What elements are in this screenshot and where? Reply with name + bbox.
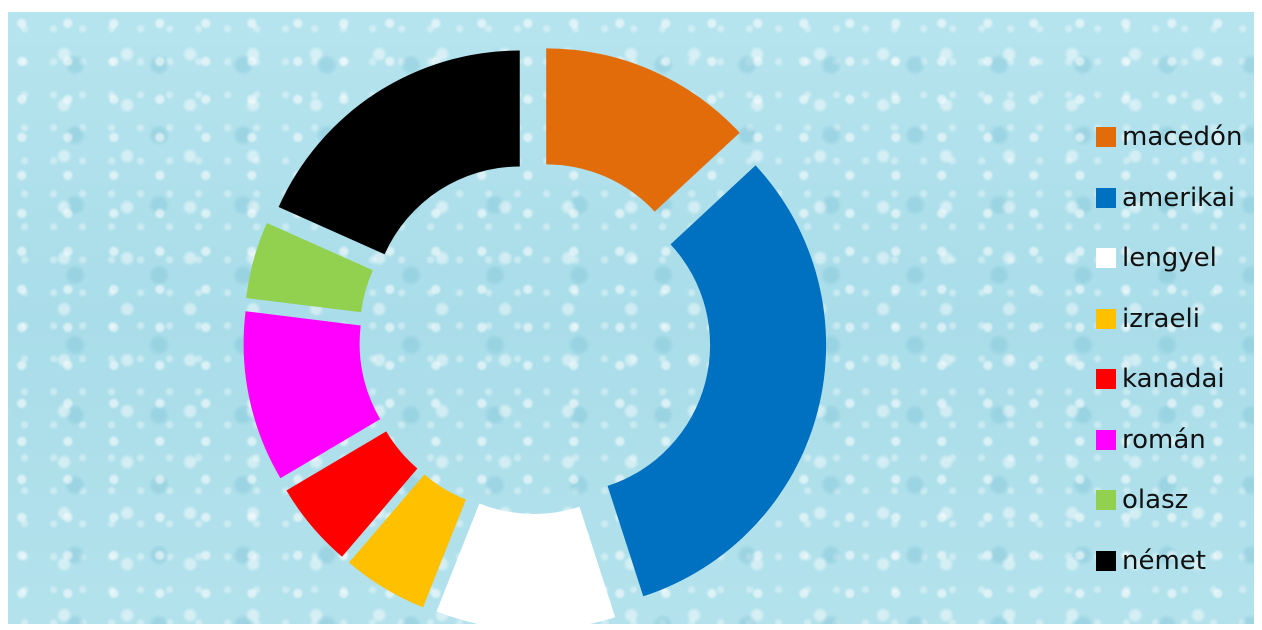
legend-swatch — [1096, 248, 1116, 268]
legend-item: német — [1096, 546, 1242, 576]
legend-item: kanadai — [1096, 364, 1242, 394]
legend-item: macedón — [1096, 122, 1242, 152]
donut-slice-izraeli — [349, 474, 466, 608]
legend-item: lengyel — [1096, 243, 1242, 273]
legend-swatch — [1096, 429, 1116, 450]
legend-swatch — [1096, 127, 1116, 147]
legend-item: román — [1096, 425, 1242, 455]
legend-swatch — [1096, 308, 1116, 329]
legend-label: olasz — [1122, 485, 1189, 515]
donut-slice-amerikai — [607, 165, 827, 597]
legend-swatch — [1096, 187, 1116, 208]
legend-label: izraeli — [1122, 303, 1200, 334]
legend-label: macedón — [1122, 122, 1243, 152]
donut-slice-lengyel — [436, 503, 616, 624]
donut-slice-olasz — [246, 222, 373, 313]
legend-item: olasz — [1096, 485, 1242, 515]
donut-slice-macedón — [546, 48, 740, 212]
legend-swatch — [1096, 550, 1116, 571]
legend-swatch — [1096, 490, 1116, 510]
legend-label: román — [1122, 424, 1206, 455]
legend-label: német — [1122, 545, 1206, 576]
legend-item: izraeli — [1096, 304, 1242, 334]
chart-area: macedón amerikai lengyel izraeli kanadai romá… — [8, 12, 1254, 624]
legend-label: amerikai — [1122, 182, 1235, 213]
legend-swatch — [1096, 369, 1116, 389]
donut-slice-német — [278, 50, 520, 255]
legend-item: amerikai — [1096, 183, 1242, 213]
donut-slice-román — [243, 311, 381, 479]
legend: macedón amerikai lengyel izraeli kanadai romá… — [1096, 122, 1242, 606]
donut-chart — [243, 48, 827, 624]
legend-label: kanadai — [1122, 364, 1225, 394]
legend-label: lengyel — [1122, 243, 1217, 273]
donut-slice-kanadai — [286, 431, 418, 557]
